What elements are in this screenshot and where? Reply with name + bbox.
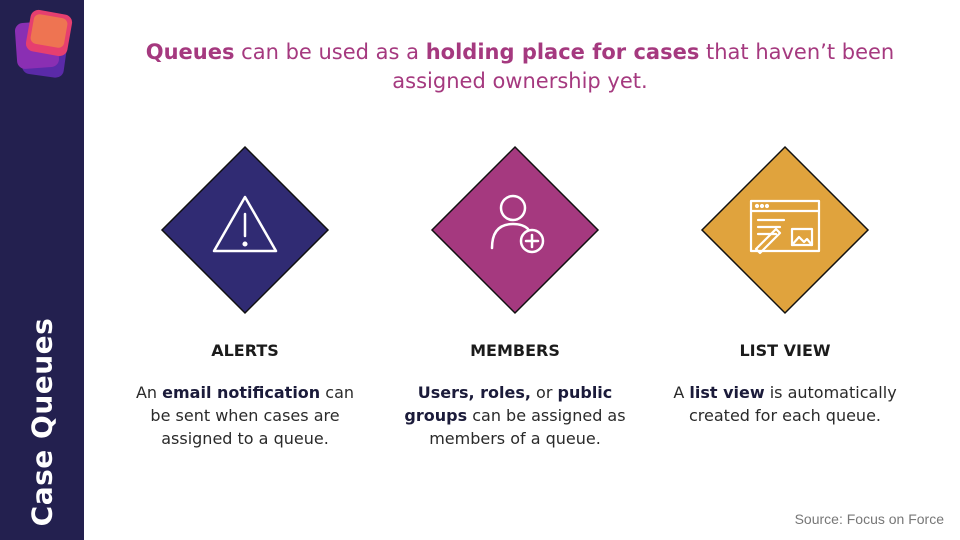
members-text: can be assigned as members of a queue. — [429, 406, 626, 448]
members-diamond — [430, 145, 600, 315]
headline-emphasis: holding place for cases — [425, 40, 700, 64]
list-view-title: LIST VIEW — [739, 341, 831, 360]
alerts-text: can be sent when cases are assigned to a… — [150, 383, 355, 448]
source-credit: Source: Focus on Force — [794, 511, 944, 527]
list-view-description: A list view is automatically created for… — [670, 381, 900, 427]
members-text: or — [530, 383, 558, 402]
list-view-emphasis: list view — [689, 383, 765, 402]
members-emphasis: public groups — [404, 383, 613, 425]
headline-emphasis: Queues — [145, 40, 235, 64]
warning-triangle-icon — [212, 195, 278, 253]
alerts-emphasis: email notification — [162, 383, 321, 402]
list-view-diamond — [700, 145, 870, 315]
members-description: Users, roles, or public groups can be as… — [400, 381, 630, 450]
headline: Queues can be used as a holding place fo… — [120, 38, 920, 96]
list-view-text: A — [673, 383, 690, 402]
list-view-window-icon — [749, 199, 821, 255]
sidebar-title: Case Queues — [25, 317, 59, 527]
members-emphasis: Users, roles, — [417, 383, 531, 402]
members-title: MEMBERS — [470, 341, 560, 360]
add-user-icon — [490, 194, 545, 254]
alerts-text: An — [135, 383, 163, 402]
headline-text: that haven’t been assigned ownership yet… — [392, 40, 895, 93]
alerts-diamond — [160, 145, 330, 315]
list-view-text: is automatically created for each queue. — [689, 383, 897, 425]
sidebar: Case Queues — [0, 0, 84, 540]
alerts-title: ALERTS — [211, 341, 279, 360]
alerts-description: An email notification can be sent when c… — [130, 381, 360, 450]
brand-logo — [10, 8, 76, 82]
headline-text: can be used as a — [234, 40, 426, 64]
